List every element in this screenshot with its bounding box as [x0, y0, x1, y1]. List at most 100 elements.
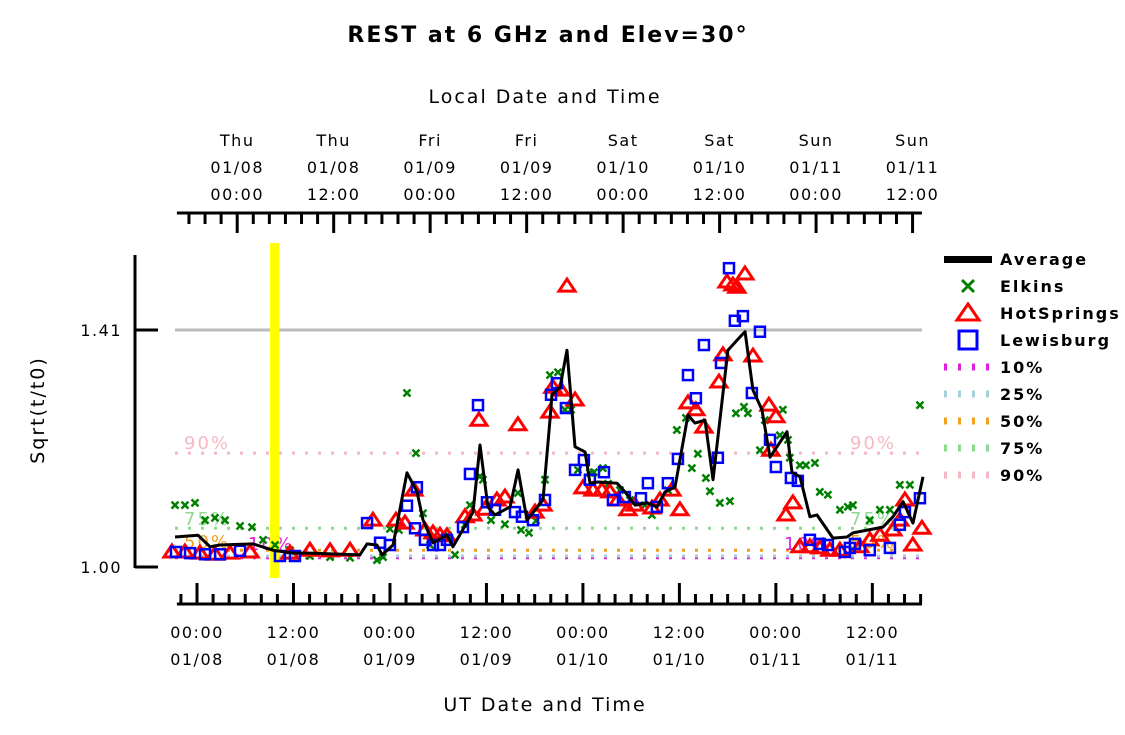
- elkins-point: [170, 500, 180, 510]
- elkins-point: [725, 496, 735, 506]
- elkins-point: [450, 550, 460, 560]
- lewisburg-point: [463, 467, 477, 481]
- top-tick-time: 12:00: [307, 185, 361, 204]
- hotsprings-point: [734, 264, 756, 281]
- bottom-tick-date: 01/08: [170, 650, 224, 669]
- top-tick-day: Thu: [219, 131, 255, 150]
- lewisburg-point: [736, 309, 750, 323]
- lewisburg-point: [697, 338, 711, 352]
- elkins-point: [672, 425, 682, 435]
- hotsprings-point: [685, 400, 707, 417]
- legend-x-marker-icon: [960, 278, 976, 294]
- lewisburg-point: [183, 546, 197, 560]
- y-axis-title: Sqrt(t/t0): [27, 356, 49, 464]
- lewisburg-point: [753, 325, 767, 339]
- lewisburg-point: [848, 537, 862, 551]
- lewisburg-point: [681, 368, 695, 382]
- hotsprings-point: [693, 417, 715, 434]
- bottom-tick-date: 01/11: [749, 650, 803, 669]
- bottom-axis-title: UT Date and Time: [443, 694, 646, 716]
- lewisburg-point: [383, 538, 397, 552]
- legend-label: 90%: [1000, 466, 1044, 485]
- hotsprings-point: [319, 541, 341, 558]
- legend-square-marker-icon: [957, 329, 979, 351]
- percentile-label-90: 90%: [850, 433, 896, 454]
- top-tick-date: 01/11: [886, 158, 940, 177]
- top-tick-day: Sun: [799, 131, 834, 150]
- elkins-point: [247, 522, 257, 532]
- lewisburg-point: [722, 261, 736, 275]
- hotsprings-point: [403, 480, 425, 497]
- top-tick-time: 00:00: [210, 185, 264, 204]
- percentile-label-10: 10%: [248, 534, 294, 555]
- bottom-tick-date: 01/10: [653, 650, 707, 669]
- lewisburg-point: [408, 522, 422, 535]
- bottom-tick-date: 01/08: [267, 650, 321, 669]
- elkins-point: [402, 388, 412, 398]
- hotsprings-point: [556, 276, 578, 293]
- axes: 1.00 1.41 00:00 01/08 12:00 01/08 00:00 01/09 12…: [80, 131, 940, 669]
- elkins-point: [235, 521, 245, 531]
- elkins-point: [895, 480, 905, 490]
- elkins-point: [905, 480, 915, 490]
- top-tick-time: 12:00: [693, 185, 747, 204]
- hotsprings-point: [902, 535, 924, 552]
- elkins-point: [743, 408, 753, 418]
- lewisburg-point: [288, 549, 302, 563]
- top-tick-date: 01/08: [307, 158, 361, 177]
- hotsprings-point: [765, 407, 787, 424]
- elkins-point: [180, 500, 190, 510]
- hotsprings-point: [669, 500, 691, 517]
- lewisburg-point: [641, 476, 655, 490]
- elkins-point: [815, 487, 825, 497]
- elkins-point: [486, 515, 496, 525]
- elkins-point: [848, 500, 858, 510]
- legend-label: Elkins: [1000, 277, 1065, 296]
- lewisburg-point: [597, 465, 611, 479]
- lewisburg-point: [538, 493, 552, 507]
- lewisburg-point: [360, 516, 374, 530]
- legend-label: Average: [1000, 250, 1088, 269]
- elkins-point: [715, 498, 725, 508]
- elkins-point: [693, 449, 703, 459]
- chart-title: REST at 6 GHz and Elev=30°: [347, 23, 748, 48]
- lewisburg-point: [769, 460, 783, 474]
- elkins-point: [778, 405, 788, 415]
- legend-label: HotSprings: [1000, 304, 1121, 323]
- legend-label: 10%: [1000, 358, 1044, 377]
- elkins-point: [500, 519, 510, 529]
- top-tick-day: Fri: [418, 131, 442, 150]
- hotsprings-point: [911, 518, 933, 535]
- elkins-point: [755, 445, 765, 455]
- top-tick-time: 12:00: [886, 185, 940, 204]
- top-tick-date: 01/11: [789, 158, 843, 177]
- top-tick-date: 01/09: [500, 158, 554, 177]
- lewisburg-point: [821, 538, 835, 552]
- legend: Average Elkins HotSprings Lewisburg 10% 25% 50…: [944, 250, 1121, 485]
- lewisburg-point: [883, 541, 897, 555]
- bottom-tick-date: 01/09: [363, 650, 417, 669]
- bottom-tick-time: 00:00: [363, 623, 417, 642]
- lewisburg-point: [863, 543, 877, 557]
- top-tick-time: 00:00: [403, 185, 457, 204]
- elkins-point: [823, 490, 833, 500]
- elkins-point: [553, 367, 563, 377]
- bottom-tick-date: 01/10: [556, 650, 610, 669]
- y-tick-label: 1.00: [80, 558, 122, 577]
- hotsprings-point: [782, 493, 804, 510]
- elkins-point: [875, 505, 885, 515]
- hotsprings-point: [507, 415, 529, 432]
- top-tick-day: Sun: [895, 131, 930, 150]
- elkins-point: [220, 515, 230, 525]
- lewisburg-point: [471, 398, 485, 412]
- legend-average-swatch: [944, 256, 992, 263]
- top-tick-time: 00:00: [596, 185, 650, 204]
- elkins-point: [210, 513, 220, 523]
- lewisburg-point: [198, 548, 212, 561]
- bottom-tick-time: 12:00: [460, 623, 514, 642]
- lewisburg-point: [400, 499, 414, 512]
- lewisburg-point: [213, 548, 227, 561]
- top-axis-title: Local Date and Time: [428, 86, 661, 108]
- lewisburg-point: [711, 451, 725, 465]
